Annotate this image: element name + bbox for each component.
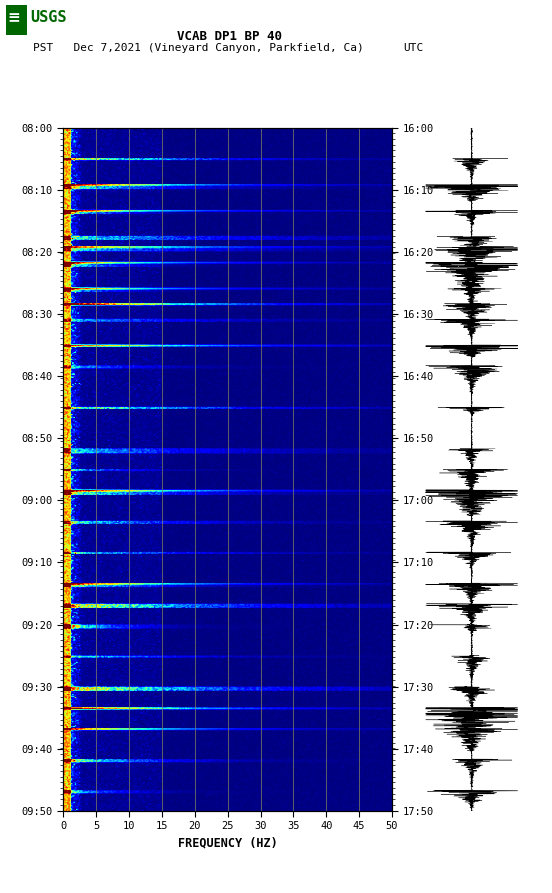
Text: USGS: USGS bbox=[30, 11, 67, 25]
Text: UTC: UTC bbox=[403, 43, 423, 53]
X-axis label: FREQUENCY (HZ): FREQUENCY (HZ) bbox=[178, 837, 278, 850]
FancyBboxPatch shape bbox=[6, 4, 27, 35]
Text: PST   Dec 7,2021 (Vineyard Canyon, Parkfield, Ca): PST Dec 7,2021 (Vineyard Canyon, Parkfie… bbox=[33, 43, 364, 53]
Text: ≡: ≡ bbox=[7, 11, 20, 25]
Text: VCAB DP1 BP 40: VCAB DP1 BP 40 bbox=[177, 30, 282, 44]
